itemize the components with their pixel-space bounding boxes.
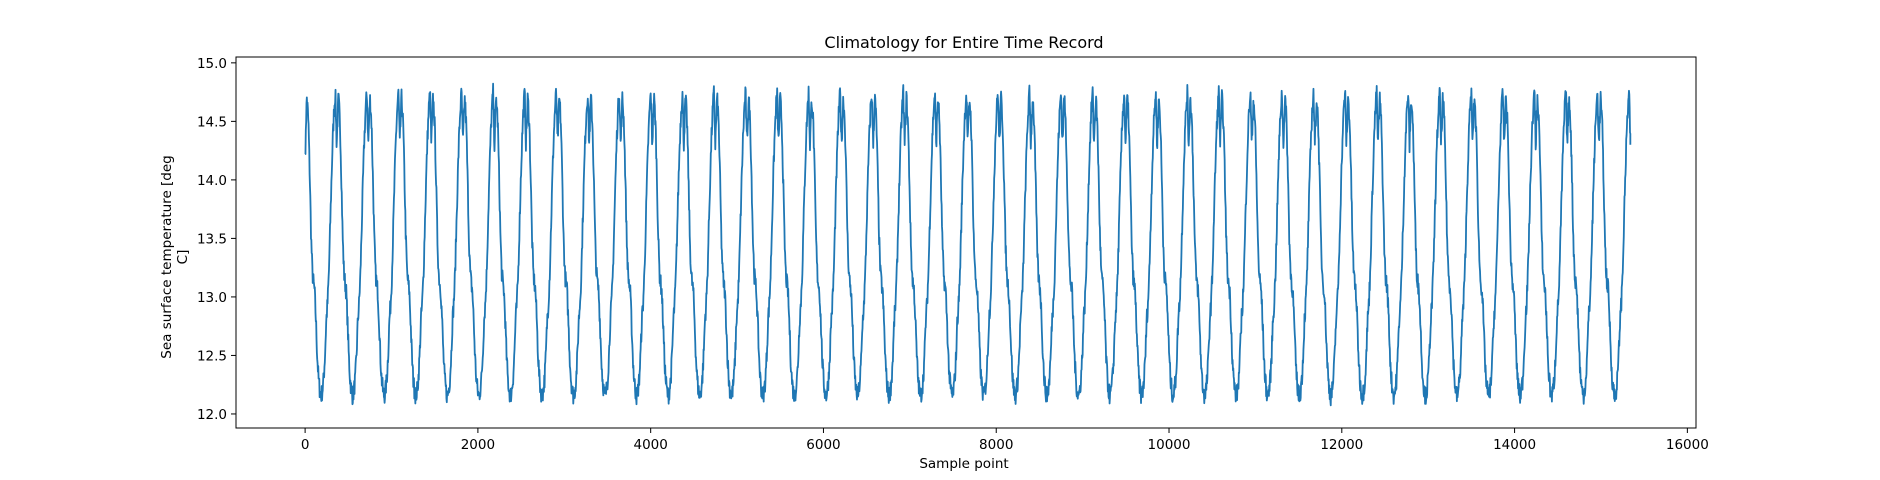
y-tick-label: 14.5 [197,114,227,130]
y-tick-label: 12.0 [197,407,227,423]
x-tick-label: 16000 [1666,437,1709,453]
y-axis-label: Sea surface temperature [deg C] [159,155,191,358]
y-axis-label-line-1: Sea surface temperature [deg [159,155,175,358]
series-line [304,82,1632,407]
chart-title: Climatology for Entire Time Record [824,33,1103,52]
x-tick-label: 12000 [1320,437,1363,453]
y-tick-label: 12.5 [197,348,227,364]
y-tick-label: 13.0 [197,290,227,306]
x-tick-label: 8000 [979,437,1013,453]
y-axis-label-line-2: C] [175,250,191,265]
y-tick-label: 15.0 [197,56,227,72]
plot-area [235,56,1697,429]
plot-frame [235,56,1697,429]
y-tick-label: 14.0 [197,173,227,189]
x-tick-label: 2000 [461,437,495,453]
x-tick-label: 10000 [1148,437,1191,453]
x-axis-label: Sample point [919,456,1008,472]
y-tick-label: 13.5 [197,231,227,247]
y-axis: 12.0 12.5 13.0 13.5 14.0 14.5 15.0 [197,56,236,423]
x-tick-label: 0 [301,437,310,453]
x-tick-label: 6000 [806,437,840,453]
x-axis: 0 2000 4000 6000 8000 10000 12000 14000 16000 [301,428,1709,453]
x-tick-label: 14000 [1493,437,1536,453]
x-tick-label: 4000 [633,437,667,453]
